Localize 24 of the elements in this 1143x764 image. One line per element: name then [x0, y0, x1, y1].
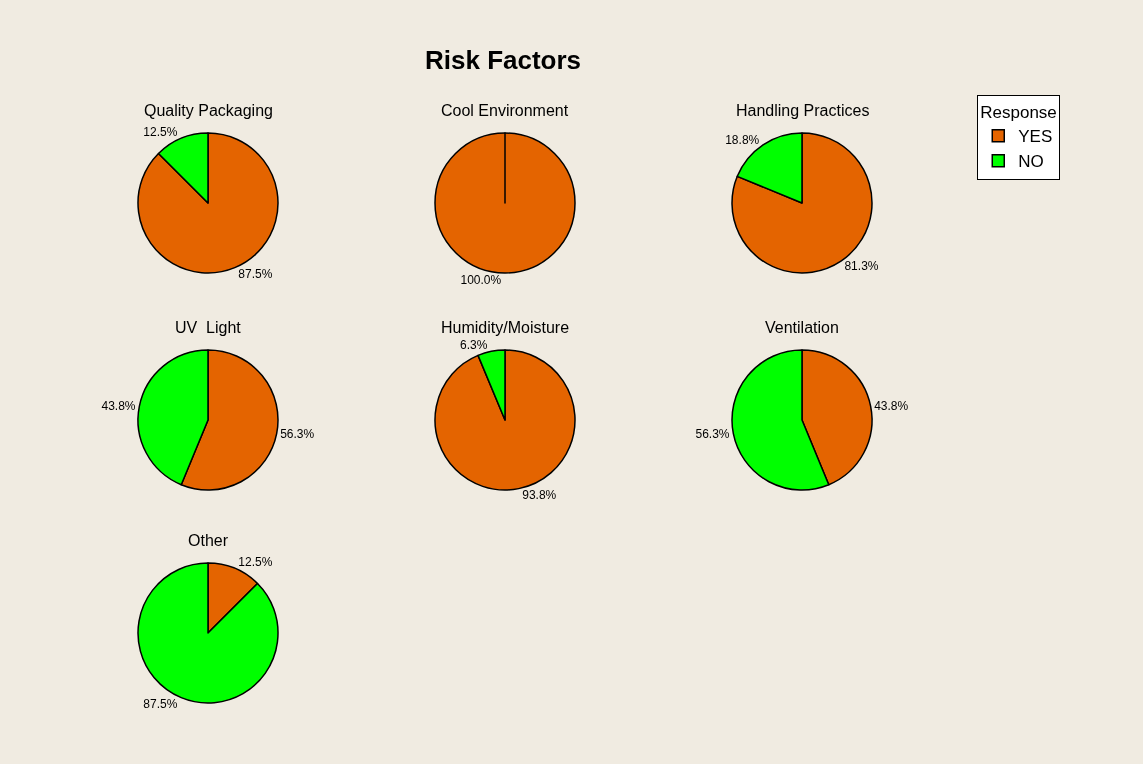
chart-title: Risk Factors [425, 45, 582, 75]
data-label: 56.3% [695, 426, 730, 441]
slice-label: Handling Practices [736, 102, 870, 119]
data-label: 81.3% [844, 259, 879, 273]
data-label: 93.8% [522, 488, 557, 503]
data-label: 87.5% [143, 696, 178, 711]
data-label: 12.5% [143, 125, 178, 140]
slice-label: UV Light [175, 319, 242, 336]
slice-label: Cool Environment [441, 102, 569, 119]
data-label: 43.8% [101, 399, 136, 414]
data-label: 6.3% [460, 337, 488, 352]
data-label: 12.5% [238, 555, 273, 570]
legend-title: Response [980, 103, 1057, 123]
legend-label: YES [1018, 127, 1053, 147]
data-label: 100.0% [460, 273, 502, 287]
legend-label: NO [1018, 152, 1044, 172]
slice-label: Ventilation [765, 319, 839, 336]
slice-label: Humidity/Moisture [441, 319, 570, 336]
slice-label: Other [188, 532, 229, 549]
data-label: 87.5% [238, 266, 273, 281]
data-label: 18.8% [725, 133, 760, 147]
data-label: 56.3% [280, 426, 315, 441]
data-label: 43.8% [874, 399, 909, 414]
slice-label: Quality Packaging [144, 102, 273, 119]
